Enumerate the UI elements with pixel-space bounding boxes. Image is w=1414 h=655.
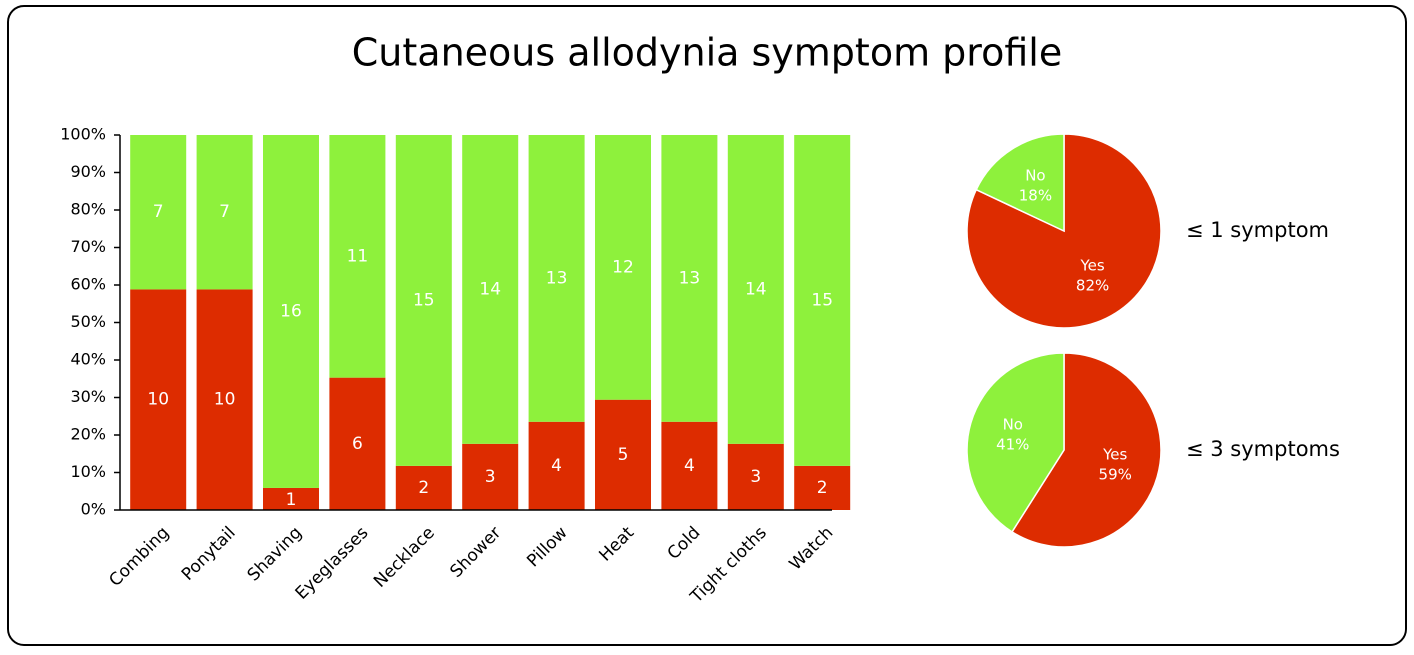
bar-segment — [263, 135, 319, 488]
data-label: 11 — [347, 246, 369, 266]
bar-segment — [595, 135, 651, 400]
pie-slice — [975, 133, 1065, 233]
pie-title: ≤ 3 symptoms — [1186, 437, 1340, 461]
slice-label: 82% — [1076, 277, 1109, 295]
data-label: 14 — [479, 279, 501, 299]
bar-segment — [727, 135, 784, 444]
data-label: 10 — [214, 390, 236, 410]
data-label: 2 — [418, 478, 429, 498]
bar-segment — [329, 377, 386, 510]
data-label: 15 — [413, 290, 435, 310]
slice-category: Yes — [1079, 257, 1104, 275]
y-tick-label: 0% — [81, 500, 106, 519]
bar-segment — [528, 421, 585, 510]
y-tick-label: 10% — [70, 462, 106, 481]
slice-label: 41% — [996, 436, 1029, 454]
slice-category: No — [1025, 166, 1045, 184]
pie-title: ≤ 1 symptom — [1186, 218, 1329, 242]
data-label: 14 — [745, 279, 767, 299]
data-label: 15 — [811, 290, 833, 310]
y-tick-label: 70% — [70, 237, 106, 256]
bar-segment — [196, 289, 253, 510]
bar-segment — [727, 443, 784, 510]
data-label: 3 — [485, 467, 496, 487]
y-tick-label: 30% — [70, 387, 106, 406]
bar-segment — [794, 135, 851, 466]
bar-segment — [794, 465, 851, 510]
data-label: 4 — [684, 456, 695, 476]
y-tick-label: 80% — [70, 200, 106, 219]
bar-segment — [661, 135, 718, 422]
data-label: 12 — [612, 257, 634, 277]
pie-slice — [1010, 352, 1162, 548]
data-label: 4 — [551, 456, 562, 476]
bar-segment — [130, 289, 187, 510]
data-label: 3 — [750, 467, 761, 487]
data-label: 1 — [286, 490, 297, 510]
data-label: 7 — [219, 202, 230, 222]
bar-segment — [661, 421, 718, 510]
y-tick-label: 50% — [70, 312, 106, 331]
data-label: 13 — [546, 268, 568, 288]
bar-segment — [196, 135, 253, 290]
y-tick-label: 60% — [70, 275, 106, 294]
data-label: 2 — [817, 478, 828, 498]
bar-segment — [395, 465, 452, 510]
bar-segment — [329, 135, 386, 378]
bar-segment — [528, 135, 585, 422]
data-label: 6 — [352, 434, 363, 454]
y-tick-label: 40% — [70, 350, 106, 369]
data-label: 10 — [147, 390, 169, 410]
pie-slice — [966, 352, 1065, 533]
y-tick-label: 20% — [70, 425, 106, 444]
data-label: 13 — [679, 268, 701, 288]
data-label: 5 — [618, 445, 629, 465]
bar-segment — [462, 443, 519, 510]
slice-label: 18% — [1019, 186, 1052, 204]
chart-title: Cutaneous allodynia symptom profile — [352, 31, 1062, 75]
y-tick-label: 100% — [60, 125, 106, 144]
data-label: 7 — [153, 202, 164, 222]
bar-segment — [263, 487, 319, 510]
bar-segment — [595, 399, 651, 510]
bar-segment — [130, 135, 187, 290]
y-tick-label: 90% — [70, 162, 106, 181]
slice-category: No — [1003, 416, 1023, 434]
slice-label: 59% — [1099, 465, 1132, 483]
bar-segment — [395, 135, 452, 466]
slice-category: Yes — [1102, 445, 1127, 463]
bar-segment — [462, 135, 519, 444]
data-label: 16 — [280, 301, 302, 321]
